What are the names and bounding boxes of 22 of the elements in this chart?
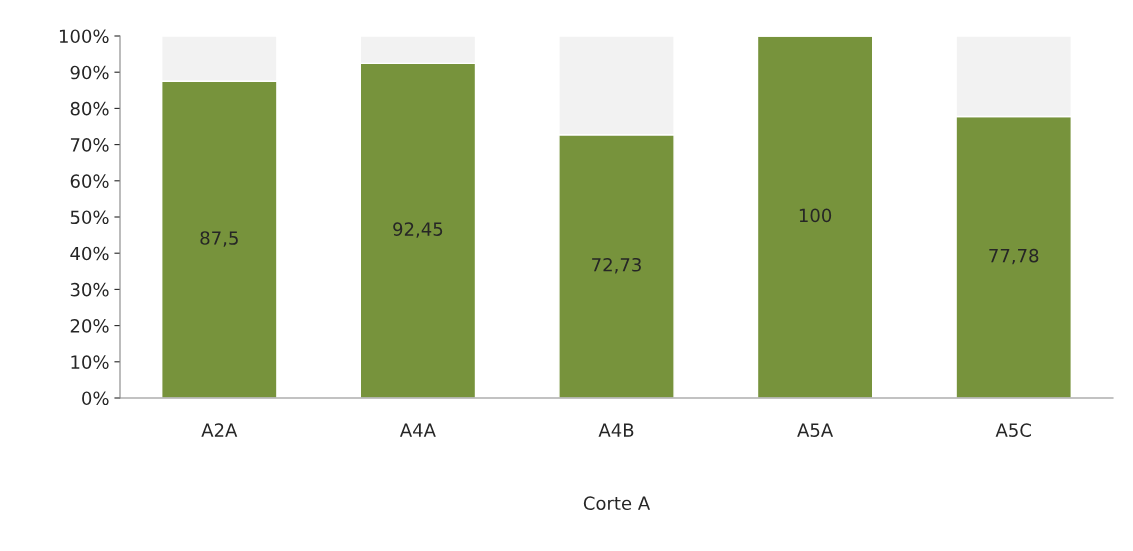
- y-tick-label: 80%: [70, 101, 109, 116]
- data-label: 77,78: [989, 248, 1039, 265]
- x-axis-title: Corte A: [583, 496, 651, 511]
- data-label: 100: [799, 208, 832, 223]
- x-tick-label: A5A: [797, 423, 834, 437]
- y-tick-label: 60%: [70, 174, 109, 188]
- y-tick-label: 90%: [70, 65, 109, 80]
- data-label: 87,5: [200, 231, 238, 247]
- y-tick-label: 20%: [70, 319, 109, 333]
- y-tick-label: 70%: [70, 138, 109, 152]
- x-tick-label: A2A: [201, 423, 238, 437]
- x-tick-label: A4A: [399, 423, 436, 437]
- data-label: 92,45: [393, 222, 443, 238]
- x-tick-label: A5C: [995, 423, 1031, 437]
- y-tick-label: 30%: [70, 282, 109, 297]
- y-tick-label: 10%: [71, 355, 109, 369]
- y-tick-label: 40%: [70, 246, 109, 261]
- y-tick-label: 0%: [82, 391, 109, 406]
- x-tick-label: A4B: [598, 423, 634, 437]
- y-tick-label: 50%: [70, 210, 109, 225]
- y-tick-label: 100%: [59, 29, 109, 44]
- data-label: 72,73: [592, 257, 641, 274]
